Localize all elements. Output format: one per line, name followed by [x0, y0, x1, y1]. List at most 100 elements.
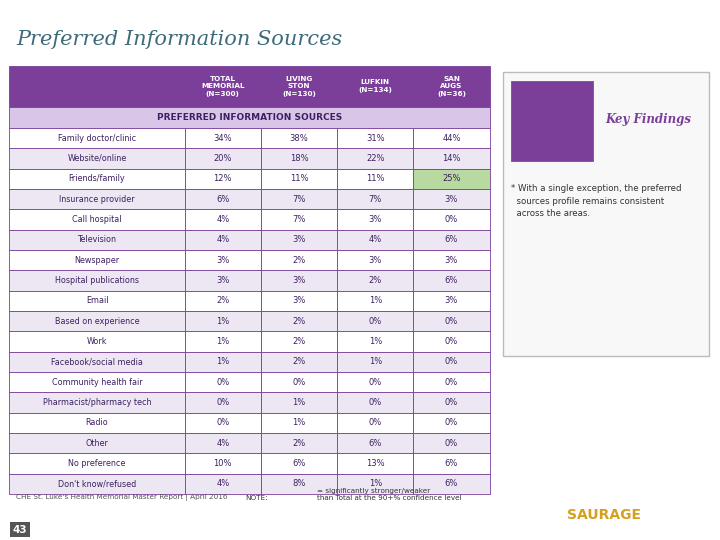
Bar — [261, 413, 337, 433]
Text: 6%: 6% — [445, 480, 458, 488]
Bar — [261, 148, 337, 168]
Text: 6%: 6% — [445, 235, 458, 244]
Bar — [261, 393, 337, 413]
Text: 0%: 0% — [445, 418, 458, 427]
Text: 0%: 0% — [445, 316, 458, 326]
Text: 0%: 0% — [445, 438, 458, 448]
Text: 8%: 8% — [292, 480, 306, 488]
Text: NOTE:: NOTE: — [245, 495, 267, 501]
Bar — [337, 168, 413, 189]
Text: 1%: 1% — [216, 337, 230, 346]
Text: Radio: Radio — [86, 418, 109, 427]
Text: 0%: 0% — [292, 377, 305, 387]
Text: 0%: 0% — [445, 377, 458, 387]
Bar — [9, 372, 184, 393]
Bar — [261, 250, 337, 271]
Bar — [413, 352, 490, 372]
Text: 38%: 38% — [289, 133, 308, 143]
Bar — [413, 393, 490, 413]
Text: 0%: 0% — [445, 357, 458, 366]
Text: Preferred Information Sources: Preferred Information Sources — [16, 30, 342, 49]
Text: 3%: 3% — [292, 235, 306, 244]
Text: 6%: 6% — [445, 276, 458, 285]
Text: 43: 43 — [13, 524, 27, 535]
Text: 2%: 2% — [292, 357, 305, 366]
Text: 2%: 2% — [292, 337, 305, 346]
Text: 6%: 6% — [292, 459, 306, 468]
Bar — [9, 250, 184, 271]
Bar — [9, 454, 184, 474]
Bar — [337, 311, 413, 332]
Bar — [413, 189, 490, 210]
Bar — [184, 454, 261, 474]
Text: 6%: 6% — [369, 438, 382, 448]
Text: No preference: No preference — [68, 459, 126, 468]
Bar — [337, 413, 413, 433]
Text: 2%: 2% — [292, 438, 305, 448]
Bar — [261, 372, 337, 393]
Bar — [413, 168, 490, 189]
Text: HEALTHCARE: HEALTHCARE — [579, 526, 630, 532]
Text: 3%: 3% — [369, 255, 382, 265]
Bar — [413, 474, 490, 494]
Bar — [184, 372, 261, 393]
Text: 25%: 25% — [442, 174, 461, 183]
Text: 2%: 2% — [292, 316, 305, 326]
Text: * With a single exception, the preferred
  sources profile remains consistent
  : * With a single exception, the preferred… — [511, 184, 682, 218]
Bar — [337, 189, 413, 210]
Bar — [9, 352, 184, 372]
Text: Email: Email — [86, 296, 108, 305]
Text: = significantly stronger/weaker
than Total at the 90+% confidence level: = significantly stronger/weaker than Tot… — [317, 488, 462, 501]
Text: 0%: 0% — [216, 398, 230, 407]
Bar — [184, 210, 261, 230]
Bar — [413, 372, 490, 393]
Bar — [9, 210, 184, 230]
Bar — [337, 372, 413, 393]
Bar — [413, 332, 490, 352]
Text: Facebook/social media: Facebook/social media — [51, 357, 143, 366]
Text: 4%: 4% — [216, 235, 230, 244]
Bar — [337, 433, 413, 454]
Bar — [261, 454, 337, 474]
Bar — [9, 291, 184, 311]
Bar — [9, 148, 184, 168]
Text: 3%: 3% — [445, 194, 458, 204]
Bar — [413, 291, 490, 311]
Bar — [261, 210, 337, 230]
Bar — [184, 474, 261, 494]
Text: 1%: 1% — [369, 296, 382, 305]
Text: 2%: 2% — [369, 276, 382, 285]
Text: Community health fair: Community health fair — [52, 377, 143, 387]
Bar — [337, 352, 413, 372]
Bar — [184, 189, 261, 210]
Bar — [9, 106, 490, 128]
Text: Call hospital: Call hospital — [72, 215, 122, 224]
Text: 2%: 2% — [216, 296, 230, 305]
Text: 14%: 14% — [442, 154, 461, 163]
Bar — [184, 250, 261, 271]
Text: CHE St. Luke's Health Memorial Master Report | April 2016: CHE St. Luke's Health Memorial Master Re… — [16, 494, 228, 501]
Bar — [261, 291, 337, 311]
Text: 3%: 3% — [292, 296, 306, 305]
Text: 44%: 44% — [442, 133, 461, 143]
Bar — [413, 271, 490, 291]
Bar — [261, 352, 337, 372]
Bar — [184, 168, 261, 189]
Text: Television: Television — [78, 235, 117, 244]
Bar — [261, 271, 337, 291]
Bar — [261, 474, 337, 494]
Bar — [9, 413, 184, 433]
Bar — [184, 393, 261, 413]
Text: 0%: 0% — [445, 337, 458, 346]
Bar — [184, 291, 261, 311]
Bar — [413, 413, 490, 433]
Bar — [337, 128, 413, 148]
Bar — [261, 311, 337, 332]
Text: 31%: 31% — [366, 133, 384, 143]
Text: Newspaper: Newspaper — [74, 255, 120, 265]
Text: SAURAGE: SAURAGE — [567, 508, 642, 522]
Text: 13%: 13% — [366, 459, 384, 468]
Bar — [337, 332, 413, 352]
Text: LIVING
STON
(N=130): LIVING STON (N=130) — [282, 76, 316, 97]
Text: Insurance provider: Insurance provider — [59, 194, 135, 204]
